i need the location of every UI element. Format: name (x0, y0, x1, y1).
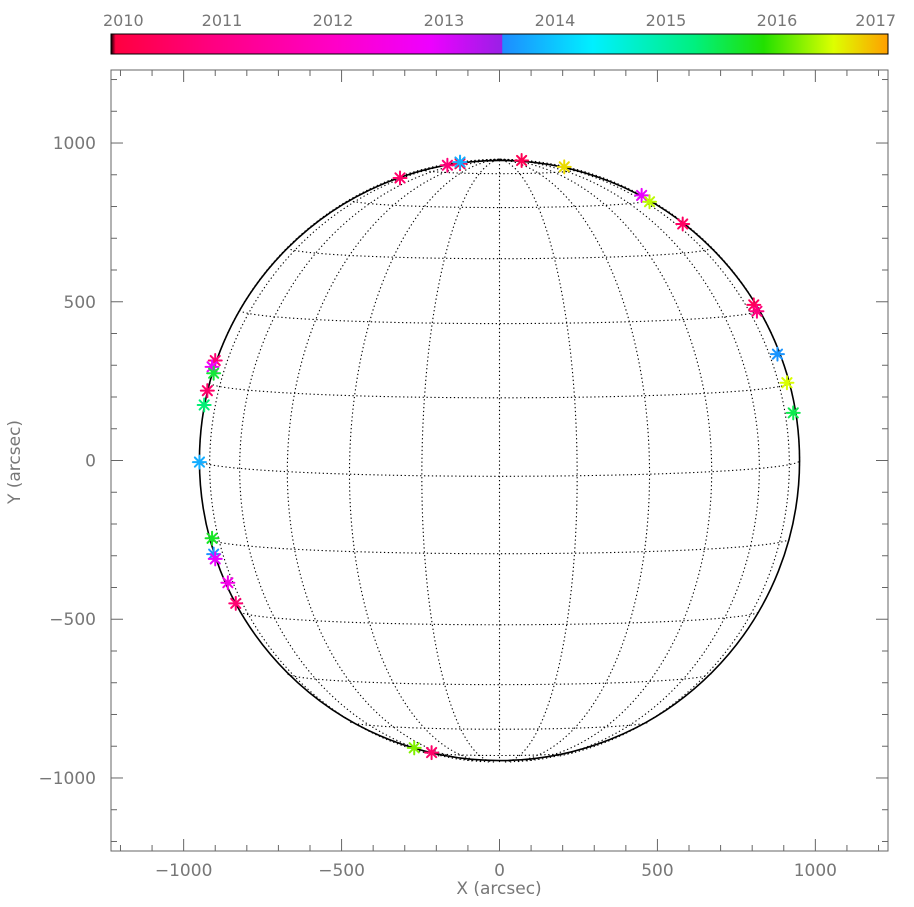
x-tick-label: 1000 (794, 861, 837, 881)
event-point (207, 551, 223, 567)
event-markers (191, 152, 801, 761)
colorbar-label: 2016 (757, 11, 798, 30)
event-point (785, 405, 801, 421)
x-tick-label: −1000 (155, 861, 213, 881)
event-point (439, 157, 455, 173)
x-tick-label: 0 (494, 861, 505, 881)
event-point (452, 154, 468, 170)
grid-line (348, 158, 500, 763)
grid-line (421, 158, 500, 763)
event-point (196, 397, 212, 413)
grid-line (421, 169, 578, 175)
event-point (220, 575, 236, 591)
y-tick-label: 1000 (53, 134, 96, 154)
event-point (675, 216, 691, 232)
colorbar-label: 2017 (855, 11, 896, 30)
colorbar-label: 2011 (202, 11, 243, 30)
event-point (769, 346, 785, 362)
grid-line (239, 309, 760, 325)
x-tick-label: −500 (318, 861, 365, 881)
grid-line (499, 158, 713, 763)
colorbar-labels: 2010 2011 2012 2013 2014 2015 2016 2017 (103, 11, 896, 30)
y-tick-label: −500 (49, 610, 96, 630)
event-point (424, 745, 440, 761)
grid-line (239, 158, 500, 762)
event-point (642, 194, 658, 210)
grid-line (499, 158, 760, 762)
event-point (392, 170, 408, 186)
grid-line (209, 158, 500, 757)
colorbar-label: 2010 (103, 11, 144, 30)
event-point (514, 152, 530, 168)
event-point (204, 530, 220, 546)
event-point (634, 187, 650, 203)
y-tick-label: 500 (64, 293, 96, 313)
event-point (779, 375, 795, 391)
event-point (206, 365, 222, 381)
grid-line (499, 158, 651, 763)
colorbar-label: 2015 (646, 11, 687, 30)
colorbar-label: 2013 (424, 11, 465, 30)
x-axis-label: X (arcsec) (456, 879, 541, 899)
colorbar: 2010 2011 2012 2013 2014 2015 2016 2017 (103, 11, 896, 55)
colorbar-label: 2012 (313, 11, 354, 30)
event-point (749, 303, 765, 319)
grid-line (348, 199, 651, 209)
event-point (228, 595, 244, 611)
event-point (191, 454, 207, 470)
event-point (406, 740, 422, 756)
event-point (199, 383, 215, 399)
grid-line (350, 721, 649, 730)
y-tick-label: −1000 (38, 769, 96, 789)
heliographic-grid (198, 158, 801, 763)
tick-labels: −1000 −500 0 500 1000 −1000 −500 0 500 1000 (38, 134, 837, 881)
event-point (556, 159, 572, 175)
y-axis-label: Y (arcsec) (5, 420, 25, 505)
grid-line (198, 158, 500, 466)
grid-line (499, 158, 790, 757)
grid-line (499, 158, 578, 763)
grid-line (286, 158, 500, 763)
axis-ticks (111, 70, 888, 851)
y-tick-label: 0 (85, 452, 96, 472)
colorbar-label: 2014 (535, 11, 576, 30)
x-tick-label: 500 (641, 861, 673, 881)
colorbar-gradient (110, 33, 889, 55)
